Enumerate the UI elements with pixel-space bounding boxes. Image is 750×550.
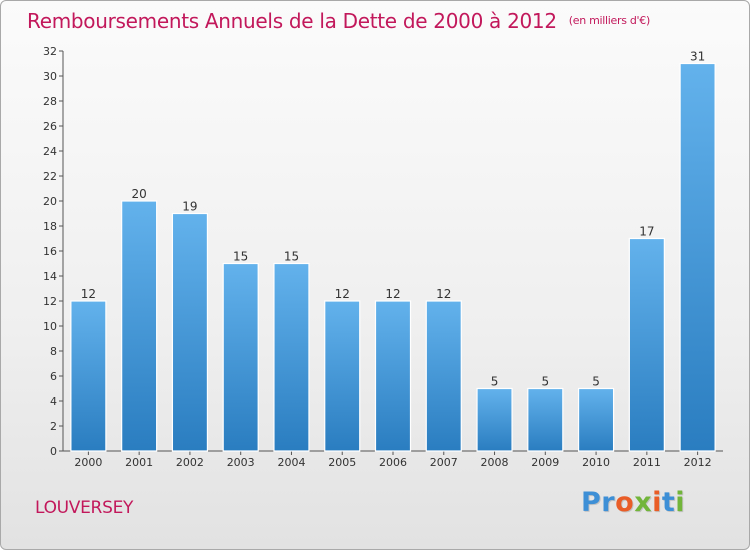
x-tick-label: 2000 (74, 456, 102, 469)
logo-letter: i (675, 487, 686, 518)
bar (476, 387, 513, 452)
y-tick-label: 10 (43, 320, 57, 333)
logo-letter: r (601, 487, 616, 518)
proxiti-logo[interactable]: Proxiti (581, 487, 685, 518)
chart-title-text: Remboursements Annuels de la Dette de 20… (27, 9, 557, 33)
x-axis: 2000 2001 2002 2003 2004 2005 2006 2007 2008 2009… (63, 450, 723, 469)
y-tick-label: 16 (43, 245, 57, 258)
data-label: 5 (592, 375, 600, 389)
data-label: 5 (541, 375, 549, 389)
y-tick-label: 0 (50, 445, 57, 458)
commune-name: LOUVERSEY (35, 498, 134, 518)
bars (70, 62, 716, 452)
y-tick-label: 22 (43, 170, 57, 183)
x-tick-label: 2006 (379, 456, 407, 469)
bar (577, 387, 615, 452)
x-tick-label: 2005 (328, 456, 356, 469)
bar (527, 387, 564, 452)
y-tick-label: 4 (50, 395, 57, 408)
y-tick-label: 14 (43, 270, 57, 283)
y-tick-label: 12 (43, 295, 57, 308)
y-tick-label: 30 (43, 70, 57, 83)
data-label: 15 (233, 250, 248, 264)
x-tick-label: 2008 (481, 456, 509, 469)
x-tick-label: 2003 (227, 456, 255, 469)
data-label: 5 (491, 375, 499, 389)
data-label: 12 (436, 287, 451, 301)
x-tick-label: 2012 (684, 456, 712, 469)
y-tick-label: 18 (43, 220, 57, 233)
data-label: 12 (335, 287, 350, 301)
logo-letter: o (615, 487, 635, 518)
bar (70, 300, 107, 452)
data-label: 12 (385, 287, 400, 301)
value-labels: 12 20 19 15 15 12 12 12 5 5 5 17 31 (81, 50, 706, 389)
logo-letter: t (661, 487, 676, 518)
data-label: 12 (81, 287, 96, 301)
logo-letter: x (634, 487, 653, 518)
bar (679, 62, 716, 452)
x-tick-label: 2011 (633, 456, 661, 469)
data-label: 20 (132, 187, 147, 201)
y-tick-label: 6 (50, 370, 57, 383)
logo-letter: P (581, 487, 602, 518)
y-tick-label: 20 (43, 195, 57, 208)
x-tick-label: 2007 (430, 456, 458, 469)
bar (374, 300, 412, 452)
y-tick-label: 8 (50, 345, 57, 358)
y-tick-label: 28 (43, 95, 57, 108)
bar (121, 200, 158, 452)
data-label: 19 (182, 200, 197, 214)
x-tick-label: 2010 (582, 456, 610, 469)
data-label: 15 (284, 250, 299, 264)
x-tick-label: 2004 (277, 456, 305, 469)
bar (324, 300, 361, 452)
bar (273, 262, 310, 452)
data-label: 31 (690, 50, 705, 64)
bar (628, 237, 665, 452)
y-tick-label: 26 (43, 120, 57, 133)
y-tick-label: 24 (43, 145, 57, 158)
x-tick-label: 2002 (176, 456, 204, 469)
x-tick-label: 2001 (125, 456, 153, 469)
data-label: 17 (639, 225, 654, 239)
chart-title: Remboursements Annuels de la Dette de 20… (27, 9, 650, 33)
x-tick-label: 2009 (531, 456, 559, 469)
y-tick-label: 2 (50, 420, 57, 433)
bar (222, 262, 259, 452)
y-tick-label: 32 (43, 45, 57, 58)
chart-unit: (en milliers d'€) (568, 14, 650, 27)
logo-letter: i (652, 487, 662, 518)
bar (171, 212, 209, 452)
bar (425, 300, 462, 452)
